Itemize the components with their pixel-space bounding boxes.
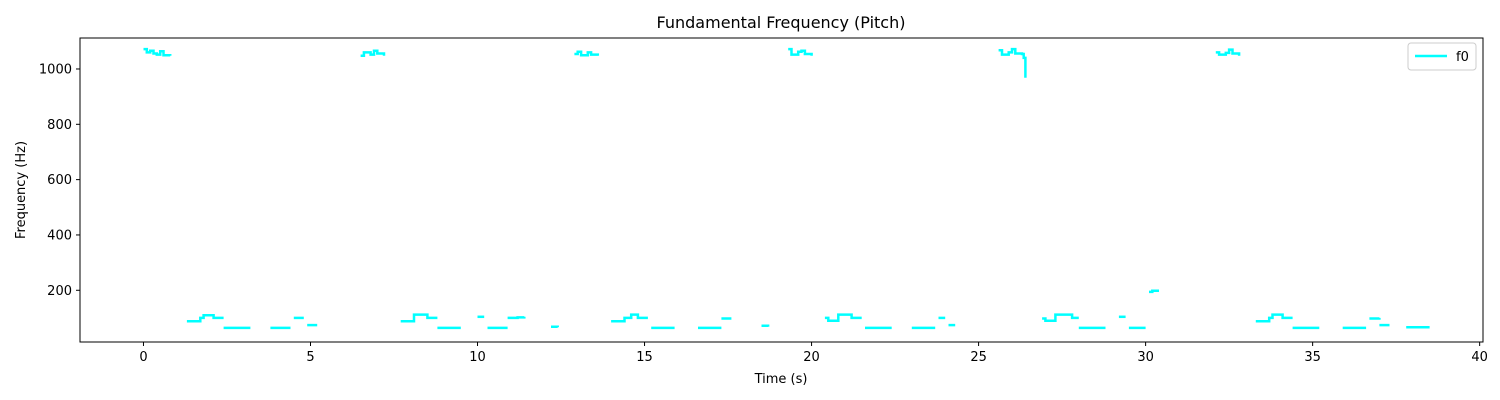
x-tick-label: 10 (469, 350, 486, 365)
f0-segment (400, 313, 438, 323)
y-tick-label: 200 (47, 284, 72, 299)
series-layer (143, 47, 1430, 330)
x-tick-label: 35 (1304, 350, 1321, 365)
x-tick-label: 40 (1471, 350, 1488, 365)
x-tick-label: 15 (636, 350, 653, 365)
f0-segment (788, 47, 813, 56)
f0-segment (998, 47, 1027, 78)
legend: f0 (1407, 42, 1477, 71)
x-axis-label: Time (s) (754, 372, 808, 387)
x-tick-label: 20 (803, 350, 820, 365)
f0-segment (360, 49, 386, 57)
f0-segment (761, 324, 770, 327)
f0-segment (1042, 313, 1079, 322)
x-tick-label: 5 (306, 350, 314, 365)
x-tick-label: 0 (139, 350, 147, 365)
chart-title: Fundamental Frequency (Pitch) (657, 13, 906, 32)
y-tick-label: 800 (47, 118, 72, 133)
y-tick-label: 600 (47, 173, 72, 188)
f0-segment (1215, 48, 1241, 56)
f0-segment (1149, 289, 1159, 294)
y-tick-label: 400 (47, 228, 72, 243)
y-tick-label: 1000 (39, 62, 72, 77)
plot-frame (79, 37, 1484, 343)
f0-segment (143, 47, 172, 57)
legend-label-f0: f0 (1456, 50, 1469, 65)
f0-segment (574, 50, 600, 57)
f0-segment (1255, 313, 1293, 323)
plot-area: 0 5 10 15 20 25 30 35 40 200 400 600 800 1000 (39, 37, 1488, 365)
x-axis-ticks: 0 5 10 15 20 25 30 35 40 (139, 342, 1488, 365)
x-tick-label: 30 (1137, 350, 1154, 365)
f0-segment (1369, 317, 1381, 320)
f0-segment (551, 325, 559, 329)
f0-segment (186, 313, 224, 323)
f0-segment (507, 316, 526, 320)
f0-segment (611, 313, 648, 323)
y-axis-label: Frequency (Hz) (14, 141, 29, 239)
y-axis-ticks: 200 400 600 800 1000 (39, 62, 80, 299)
x-tick-label: 25 (970, 350, 987, 365)
f0-segment (824, 313, 862, 322)
